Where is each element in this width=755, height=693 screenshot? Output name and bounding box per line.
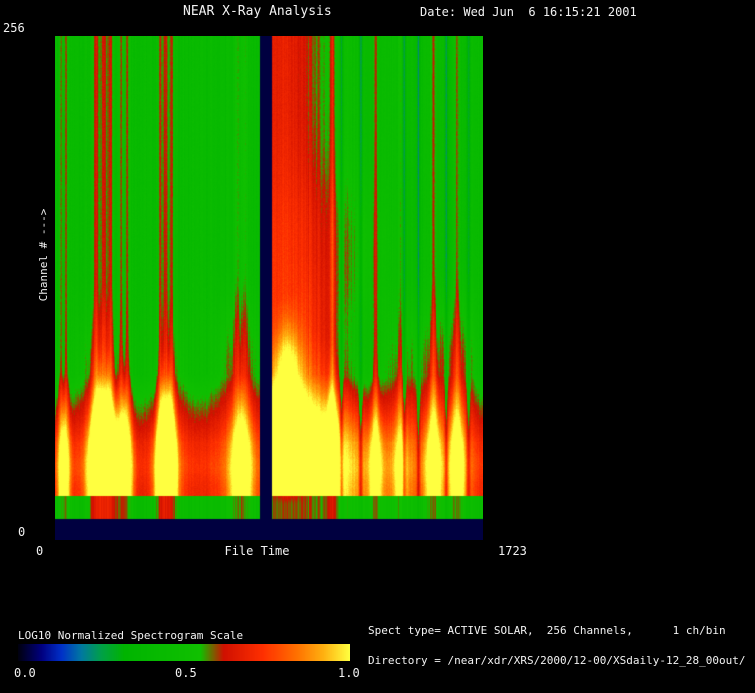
x-axis-title: File Time (224, 544, 290, 558)
spectrogram-heatmap (55, 36, 483, 540)
directory-info: Directory = /near/xdr/XRS/2000/12-00/XSd… (368, 654, 746, 667)
colorbar-tick-min: 0.0 (14, 666, 36, 680)
colorbar-tick-mid: 0.5 (175, 666, 197, 680)
y-axis-title: Channel # ---> (36, 208, 50, 302)
x-axis-max-label: 1723 (498, 544, 527, 558)
page-title: NEAR X-Ray Analysis (183, 4, 332, 19)
spect-type-info: Spect type= ACTIVE SOLAR, 256 Channels, … (368, 624, 726, 637)
colorbar-title: LOG10 Normalized Spectrogram Scale (18, 629, 244, 642)
x-axis-min-label: 0 (36, 544, 44, 558)
y-axis-min-label: 0 (18, 525, 26, 539)
colorbar-tick-max: 1.0 (338, 666, 360, 680)
y-axis-max-label: 256 (3, 21, 25, 35)
colorbar-gradient (18, 644, 350, 661)
date-label: Date: Wed Jun 6 16:15:21 2001 (420, 5, 637, 19)
